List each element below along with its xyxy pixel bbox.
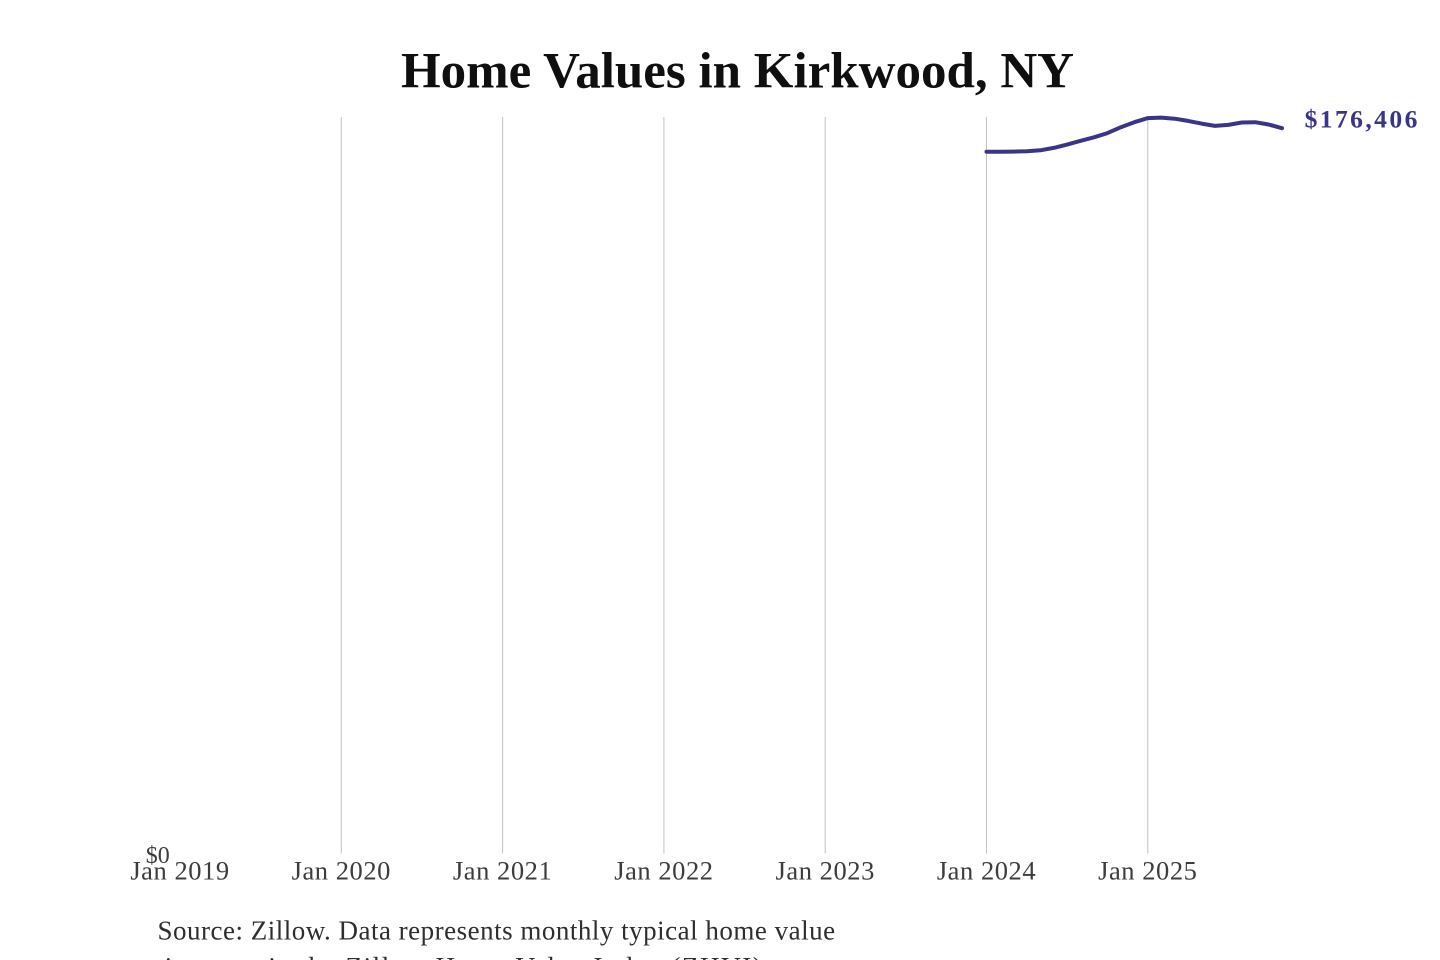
svg-text:Jan 2023: Jan 2023	[776, 856, 875, 886]
svg-text:Jan 2019: Jan 2019	[130, 856, 229, 886]
svg-text:$176,406: $176,406	[1305, 105, 1420, 134]
svg-text:estimates via the Zillow Home: estimates via the Zillow Home Value Inde…	[130, 952, 772, 960]
svg-text:Jan 2024: Jan 2024	[937, 856, 1036, 886]
svg-text:$0: $0	[146, 843, 170, 869]
svg-text:Jan 2020: Jan 2020	[292, 856, 391, 886]
svg-text:Home Values in Kirkwood, NY: Home Values in Kirkwood, NY	[401, 44, 1074, 100]
svg-text:Source: Zillow. Data represent: Source: Zillow. Data represents monthly …	[158, 916, 836, 946]
svg-text:Jan 2025: Jan 2025	[1098, 856, 1197, 886]
svg-text:Jan 2022: Jan 2022	[614, 856, 713, 886]
svg-text:Jan 2021: Jan 2021	[453, 856, 552, 886]
